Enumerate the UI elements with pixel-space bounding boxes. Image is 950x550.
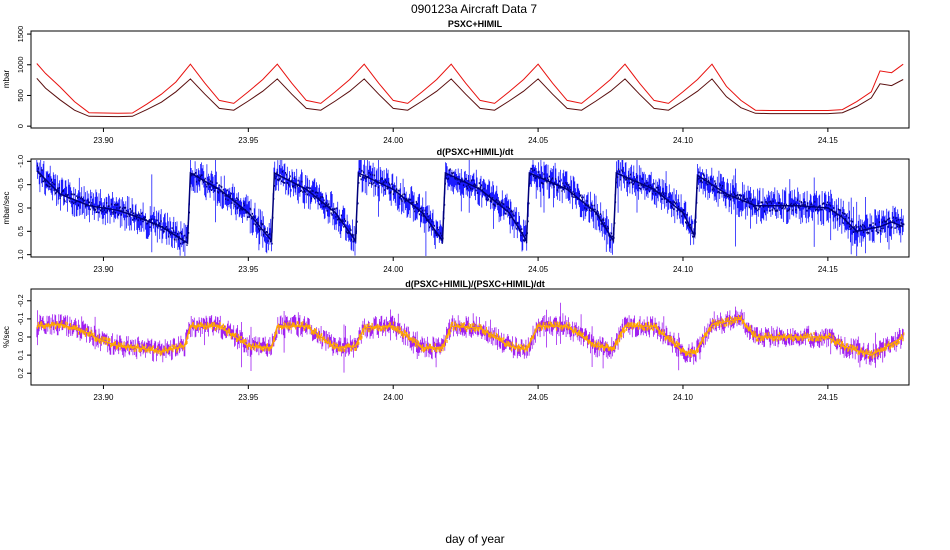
panel-pressure-ylabel: mbar xyxy=(2,70,11,89)
pressure-x-tick-label: 24.05 xyxy=(528,136,549,145)
relative-derivative-y-tick-label: 0.2 xyxy=(16,368,25,378)
pressure-x-tick-label: 24.15 xyxy=(818,136,839,145)
pressure-x-tick-label: 23.90 xyxy=(93,136,114,145)
pressure-x-tick-label: 23.95 xyxy=(238,136,259,145)
pressure-series-upper xyxy=(36,63,904,114)
pressure-x-tick-label: 24.10 xyxy=(673,136,694,145)
relative-derivative-x-tick-label: 24.05 xyxy=(528,393,549,402)
derivative-x-tick-label: 24.10 xyxy=(673,265,694,274)
pressure-y-tick-label: 0 xyxy=(16,124,25,128)
pressure-series-lower xyxy=(36,77,904,118)
pressure-y-tick-label: 500 xyxy=(16,89,25,102)
derivative-y-tick-label: 0.5 xyxy=(16,226,25,236)
relative-derivative-y-tick-label: -0.1 xyxy=(16,312,25,325)
panel-pressure: PSXC+HIMIL mbar 23.90 23.95 24.00 24.05 24.1… xyxy=(2,19,910,145)
relative-derivative-x-tick-label: 23.95 xyxy=(238,393,259,402)
pressure-x-tick-label: 24.00 xyxy=(383,136,404,145)
relative-derivative-x-tick-label: 24.15 xyxy=(818,393,839,402)
relative-derivative-x-tick-label: 24.00 xyxy=(383,393,404,402)
relative-derivative-y-tick-label: -0.2 xyxy=(16,294,25,307)
derivative-x-tick-label: 24.15 xyxy=(818,265,839,274)
relative-derivative-y-tick-label: 0.1 xyxy=(16,350,25,360)
derivative-x-tick-label: 24.05 xyxy=(528,265,549,274)
panel-relative-derivative-ylabel: %/sec xyxy=(2,326,11,348)
derivative-frame xyxy=(30,158,910,258)
x-axis-label: day of year xyxy=(445,532,504,546)
derivative-x-tick-label: 23.90 xyxy=(93,265,114,274)
derivative-y-tick-label: 0.0 xyxy=(16,203,25,213)
derivative-y-tick-label: -1.0 xyxy=(16,155,25,168)
derivative-y-tick-label: 1.0 xyxy=(16,249,25,259)
relative-derivative-series-relative-derivative xyxy=(36,318,904,356)
panel-derivative-title: d(PSXC+HIMIL)/dt xyxy=(437,147,514,157)
relative-derivative-x-tick-label: 23.90 xyxy=(93,393,114,402)
panel-derivative-ylabel: mbar/sec xyxy=(2,192,11,225)
relative-derivative-x-tick-label: 24.10 xyxy=(673,393,694,402)
derivative-x-tick-label: 24.00 xyxy=(383,265,404,274)
figure-title: 090123a Aircraft Data 7 xyxy=(411,2,537,16)
pressure-y-tick-label: 1500 xyxy=(16,26,25,43)
pressure-y-tick-label: 1000 xyxy=(16,56,25,73)
derivative-series-derivative xyxy=(36,170,904,245)
derivative-y-tick-label: -0.5 xyxy=(16,178,25,191)
relative-derivative-y-tick-label: 0.0 xyxy=(16,332,25,342)
derivative-x-tick-label: 23.95 xyxy=(238,265,259,274)
panel-derivative: d(PSXC+HIMIL)/dt mbar/sec 23.90 23.95 24.0… xyxy=(2,147,910,274)
pressure-frame xyxy=(30,30,910,129)
panel-pressure-title: PSXC+HIMIL xyxy=(448,19,503,29)
panel-relative-derivative: d(PSXC+HIMIL)/(PSXC+HIMIL)/dt %/sec 23.9… xyxy=(2,279,910,402)
panel-relative-derivative-title: d(PSXC+HIMIL)/(PSXC+HIMIL)/dt xyxy=(405,279,545,289)
